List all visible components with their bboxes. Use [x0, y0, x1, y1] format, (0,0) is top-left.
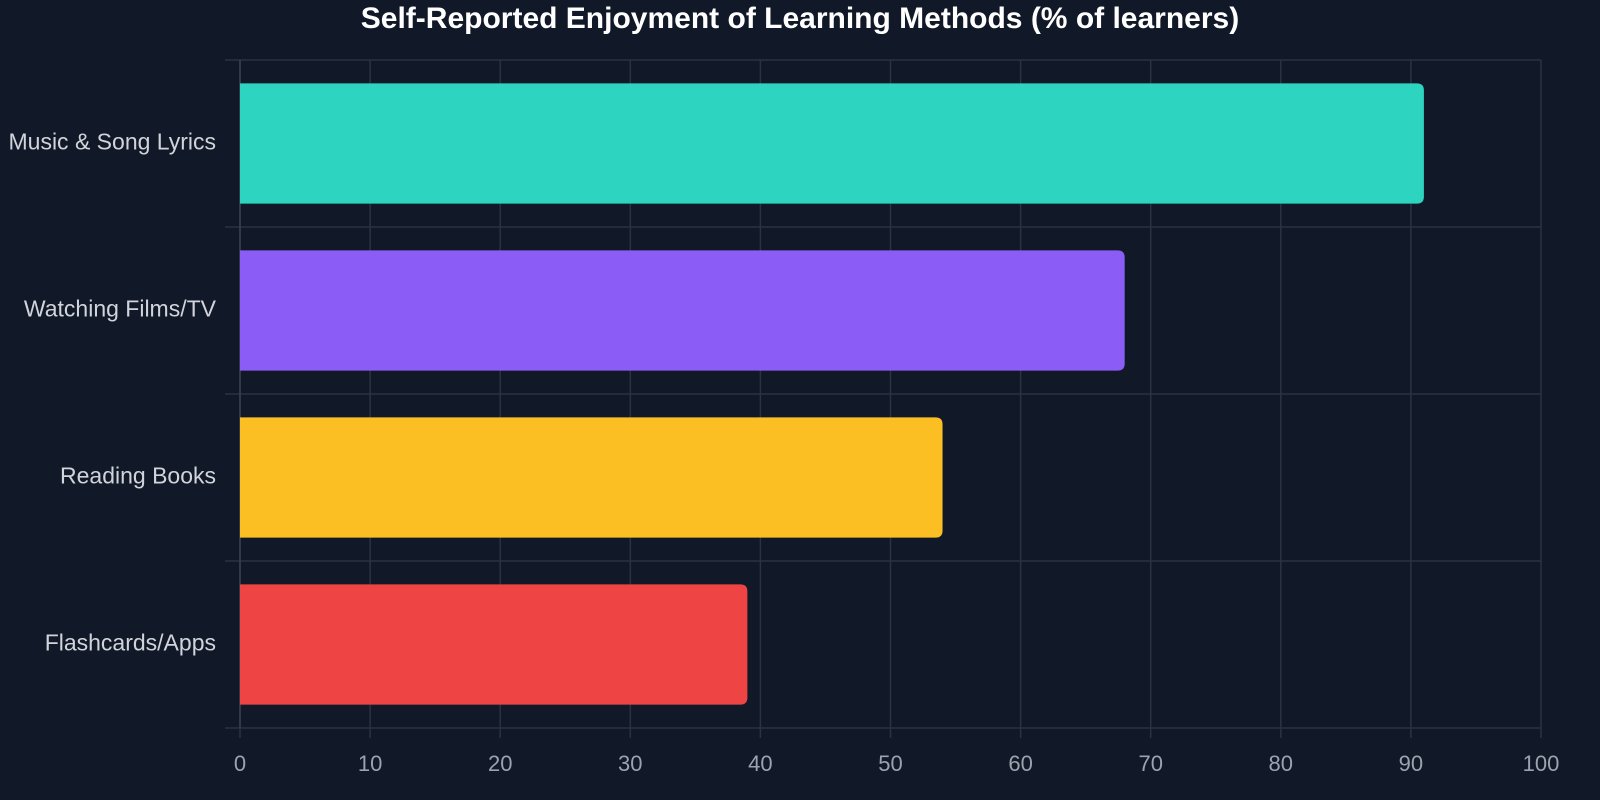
x-tick-label: 90	[1399, 751, 1423, 776]
y-tick-label: Flashcards/Apps	[45, 630, 216, 656]
x-tick-label: 0	[234, 751, 246, 776]
bar	[240, 83, 1424, 204]
x-tick-label: 70	[1138, 751, 1162, 776]
x-tick-label: 30	[618, 751, 642, 776]
x-tick-label: 80	[1269, 751, 1293, 776]
x-tick-label: 50	[878, 751, 902, 776]
x-tick-label: 10	[358, 751, 382, 776]
bar	[240, 417, 943, 538]
x-tick-label: 60	[1008, 751, 1032, 776]
chart-title: Self-Reported Enjoyment of Learning Meth…	[361, 2, 1239, 35]
bar	[240, 250, 1125, 371]
y-tick-label: Watching Films/TV	[24, 296, 217, 322]
x-tick-label: 100	[1523, 751, 1560, 776]
y-tick-label: Music & Song Lyrics	[9, 129, 217, 155]
x-tick-label: 40	[748, 751, 772, 776]
x-tick-label: 20	[488, 751, 512, 776]
bar	[240, 584, 748, 705]
y-tick-label: Reading Books	[60, 463, 216, 489]
